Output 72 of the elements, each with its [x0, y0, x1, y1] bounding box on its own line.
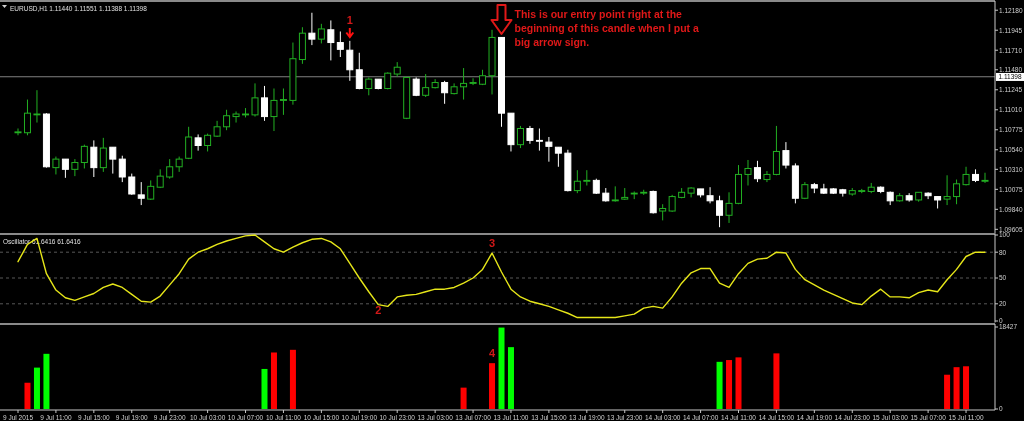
candlestick [109, 146, 117, 175]
candlestick [251, 82, 259, 118]
bar [498, 327, 505, 409]
candlestick [554, 146, 562, 168]
candlestick [469, 77, 477, 86]
bar [963, 366, 970, 409]
candlestick [441, 80, 449, 105]
annotation: 3 [488, 237, 496, 249]
annotation: 1 [346, 14, 353, 26]
bar [261, 368, 268, 409]
bar [716, 361, 723, 409]
candlestick [336, 30, 344, 58]
candlestick [355, 52, 363, 90]
candlestick [194, 133, 202, 152]
candlestick [706, 186, 714, 204]
candlestick [725, 191, 733, 224]
candlestick [23, 99, 31, 136]
candlestick [772, 125, 780, 176]
candlestick [753, 160, 761, 183]
candlestick [763, 170, 771, 183]
candlestick [782, 141, 790, 169]
bar [489, 363, 496, 409]
candlestick [80, 144, 88, 169]
annotation: This is our entry point right at the beginning of this candle when I put a big arrow sign. [514, 8, 699, 48]
candlestick [279, 88, 287, 116]
candlestick [535, 127, 543, 152]
candlestick [147, 179, 155, 201]
annotation: 4 [488, 347, 496, 359]
candlestick [185, 126, 193, 160]
candlestick [327, 19, 335, 61]
candlestick [260, 85, 268, 122]
candlestick [611, 185, 619, 203]
annotation: 2 [375, 304, 382, 316]
bar [507, 347, 514, 409]
candlestick [346, 40, 354, 82]
bar [460, 387, 467, 409]
candlestick [716, 195, 724, 228]
candlestick [545, 136, 553, 163]
candlestick [308, 12, 316, 46]
candlestick [14, 127, 22, 136]
candlestick [317, 23, 325, 44]
bar [289, 349, 296, 409]
candlestick [137, 181, 145, 206]
candlestick [270, 88, 278, 132]
candlestick [943, 174, 951, 206]
candlestick [99, 137, 107, 173]
candlestick [90, 139, 98, 178]
candlestick [232, 110, 240, 124]
candlestick [924, 191, 932, 200]
candlestick [128, 173, 136, 196]
bar [773, 353, 780, 409]
candlestick [744, 159, 752, 186]
candlestick [516, 125, 524, 149]
bar [33, 367, 40, 409]
candlestick [573, 169, 581, 194]
candlestick [33, 89, 41, 124]
candlestick [118, 155, 126, 183]
bar [726, 360, 733, 409]
bar [953, 367, 960, 409]
bar [43, 353, 50, 409]
candlestick [460, 67, 468, 101]
candlestick [61, 158, 69, 179]
bar [735, 357, 742, 409]
bar [24, 382, 31, 409]
bar [944, 374, 951, 409]
bar [270, 352, 277, 409]
candlestick [166, 158, 174, 180]
candlestick [71, 158, 79, 177]
candlestick [953, 179, 961, 205]
candlestick [981, 172, 989, 184]
candlestick [223, 109, 231, 131]
candlestick [422, 73, 430, 98]
